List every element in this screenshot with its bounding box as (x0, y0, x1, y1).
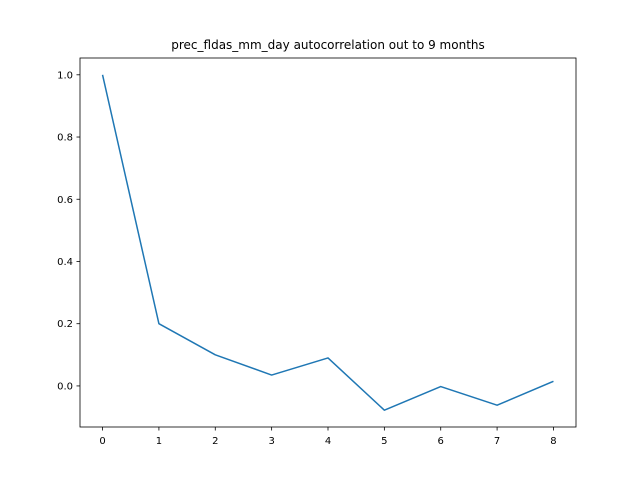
x-tick-label: 5 (381, 436, 387, 447)
plot-area-background (80, 58, 576, 427)
x-tick-label: 4 (325, 436, 331, 447)
y-axis-ticks: 0.0 0.2 0.4 0.6 0.8 1.0 (57, 70, 80, 392)
series-group (101, 74, 554, 411)
chart-title: prec_fldas_mm_day autocorrelation out to… (171, 38, 485, 52)
x-tick-label: 3 (268, 436, 274, 447)
y-tick-label: 0.8 (57, 133, 73, 144)
y-tick-label: 1.0 (57, 70, 73, 81)
x-tick-label: 7 (494, 436, 500, 447)
x-axis-ticks: 0 1 2 3 4 5 6 7 8 (99, 427, 557, 447)
x-tick-label: 8 (550, 436, 556, 447)
series-line (101, 74, 554, 411)
y-tick-label: 0.4 (57, 257, 73, 268)
x-tick-label: 6 (438, 436, 444, 447)
x-tick-label: 2 (212, 436, 218, 447)
y-tick-label: 0.2 (57, 319, 73, 330)
y-tick-label: 0.6 (57, 195, 73, 206)
x-tick-label: 0 (99, 436, 105, 447)
x-tick-label: 1 (156, 436, 162, 447)
plot-frame (79, 57, 577, 428)
y-tick-label: 0.0 (57, 381, 73, 392)
